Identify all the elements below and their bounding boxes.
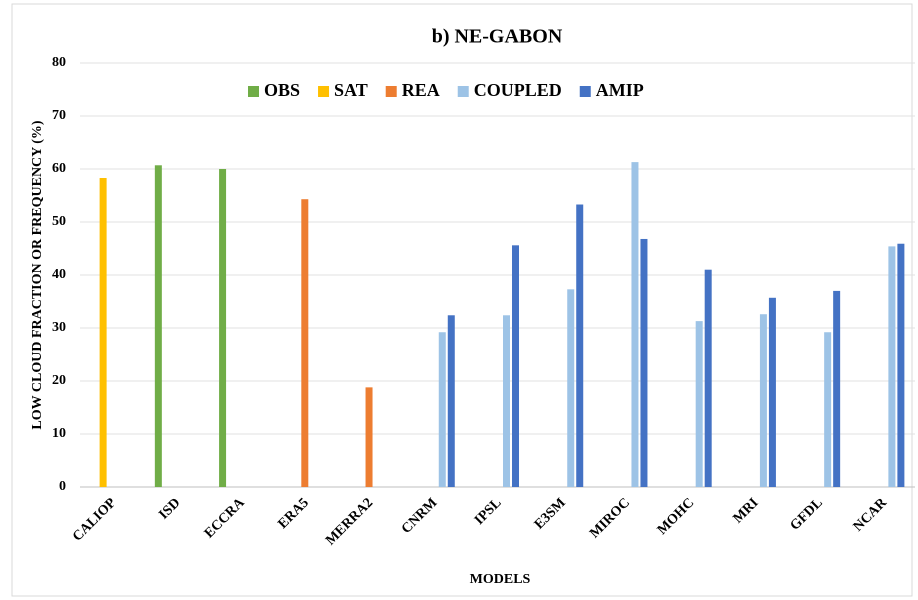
y-tick-label: 70 xyxy=(52,108,66,123)
bar xyxy=(897,243,905,487)
bar xyxy=(640,238,648,487)
bar xyxy=(447,315,455,487)
bar xyxy=(512,245,519,487)
y-axis-label: LOW CLOUD FRACTION OR FREQUENCY (%) xyxy=(30,120,45,430)
bar xyxy=(833,290,841,487)
bar xyxy=(576,204,584,487)
bar xyxy=(503,315,510,487)
bar xyxy=(301,199,309,487)
y-tick-label: 20 xyxy=(52,373,66,388)
y-tick-label: 0 xyxy=(59,479,66,494)
legend-swatch xyxy=(579,86,591,97)
legend-label: SAT xyxy=(334,80,368,100)
bar xyxy=(759,314,767,487)
chart-title: b) NE-GABON xyxy=(432,26,563,48)
bar xyxy=(888,246,896,487)
y-tick-label: 80 xyxy=(52,55,66,70)
y-tick-label: 40 xyxy=(52,267,66,282)
bar xyxy=(768,297,776,487)
bar xyxy=(567,289,575,487)
legend-label: COUPLED xyxy=(474,80,562,100)
bar xyxy=(219,169,227,487)
y-tick-label: 60 xyxy=(52,161,66,176)
x-axis-label: MODELS xyxy=(470,572,531,587)
legend-swatch xyxy=(385,86,397,97)
legend-swatch xyxy=(318,86,330,97)
bar xyxy=(99,178,107,487)
bar xyxy=(824,332,832,487)
legend-label: OBS xyxy=(264,80,300,100)
bar xyxy=(704,269,712,487)
bar xyxy=(154,165,162,488)
bar xyxy=(631,162,639,488)
legend-label: AMIP xyxy=(596,80,644,100)
bar xyxy=(438,332,446,487)
chart-border xyxy=(11,3,913,597)
bar xyxy=(695,321,703,487)
legend-swatch xyxy=(457,86,469,97)
bar xyxy=(365,387,373,487)
y-tick-label: 50 xyxy=(52,214,66,229)
y-tick-label: 10 xyxy=(52,426,66,441)
legend-swatch xyxy=(248,86,259,97)
y-tick-label: 30 xyxy=(52,320,66,335)
legend-label: REA xyxy=(402,80,440,100)
